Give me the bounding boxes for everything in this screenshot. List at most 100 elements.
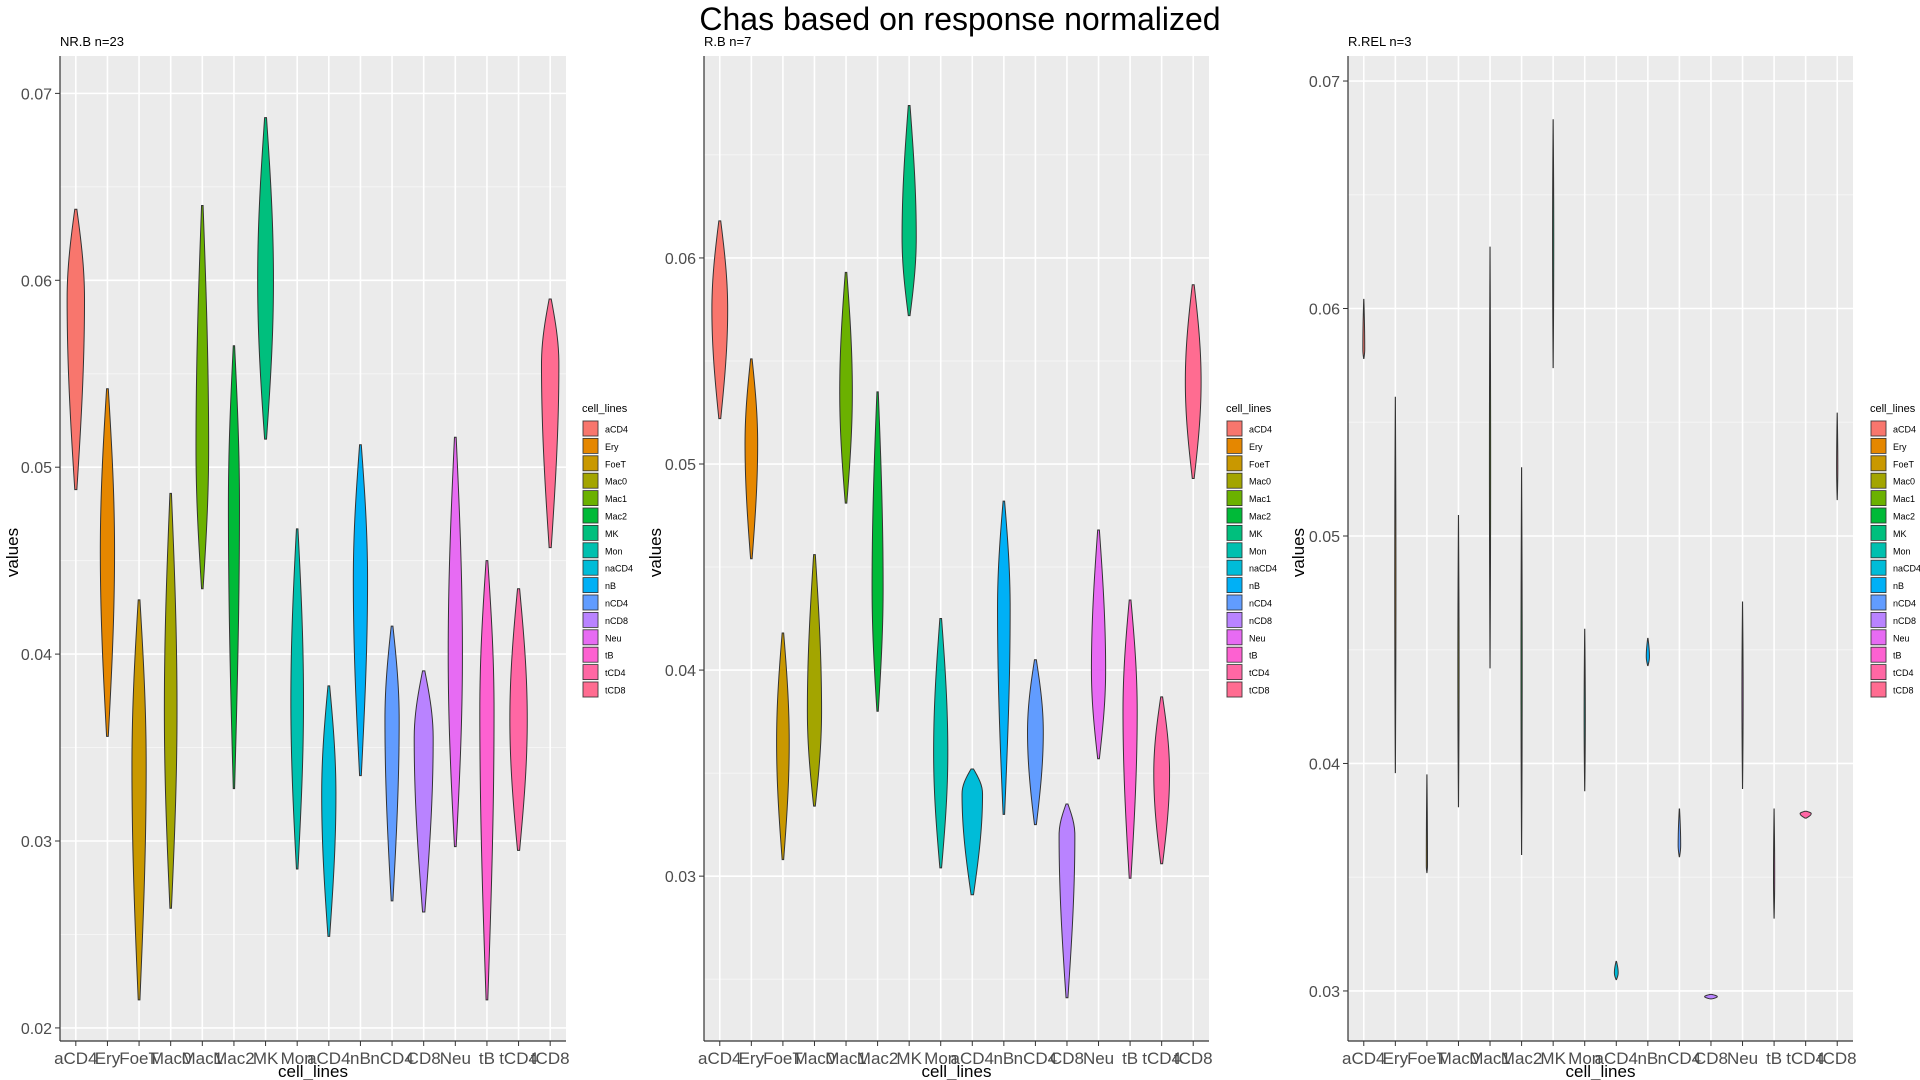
legend-swatch-FoeT [1870,455,1887,472]
chart-title: Chas based on response normalized [699,1,1221,37]
x-tick-label: FoeT [119,1049,159,1068]
violin-Ery [99,388,116,737]
legend-label: Mon [1893,546,1911,556]
legend-swatch-Mac2 [1226,507,1243,524]
legend-swatch-Neu [582,629,599,646]
y-tick-label: 0.05 [21,460,52,477]
x-tick-label: tCD4 [499,1049,538,1068]
legend-swatch-MK [582,525,599,541]
legend-swatch-naCD4 [582,559,599,576]
violin-tB [479,560,495,1001]
legend-label: Neu [1249,633,1266,643]
violin-tCD4 [1153,696,1171,865]
violin-tCD8 [1836,412,1839,501]
legend-label: tB [1893,651,1902,661]
legend-label: FoeT [1249,459,1271,469]
violin-Ery [1394,396,1397,774]
legend-label: Ery [1893,442,1907,452]
legend-label: Mac1 [605,494,627,504]
x-tick-label: tCD4 [1142,1049,1181,1068]
legend-swatch-naCD4 [1870,559,1887,576]
violin-Mac0 [163,492,178,909]
legend-label: Mac0 [1249,477,1271,487]
legend-swatch-tCD4 [582,664,599,680]
violin-MK [257,117,274,440]
x-tick-label: MK [1540,1049,1566,1068]
violin-nCD4 [1027,659,1044,826]
legend-label: tCD4 [605,668,626,678]
violin-FoeT [776,632,790,861]
legend-label: tB [1249,651,1258,661]
legend-swatch-nB [1226,577,1243,593]
violin-Mac2 [227,345,240,790]
x-tick-label: CD8 [407,1049,441,1068]
x-tick-label: CD8 [1694,1049,1728,1068]
violin-Mon [933,618,949,869]
legend-title: cell_lines [1226,403,1272,415]
panel-title: R.B n=7 [704,34,751,49]
x-tick-label: aCD4 [307,1049,350,1068]
violin-Neu [447,436,463,848]
violin-FoeT [131,599,147,1001]
legend-label: Mac0 [605,477,627,487]
y-tick-label: 0.03 [1309,984,1340,1001]
legend-swatch-Ery [1226,437,1243,454]
x-tick-label: tCD8 [531,1049,570,1068]
x-tick-label: Mac0 [1438,1049,1480,1068]
violin-tCD8 [540,298,560,549]
x-tick-label: Mac2 [1501,1049,1543,1068]
violin-nB [997,500,1011,815]
legend-label: Neu [605,633,622,643]
violin-Mac1 [839,271,853,504]
x-tick-label: MK [253,1049,279,1068]
legend-swatch-nB [582,577,599,593]
x-tick-label: nCD4 [1014,1049,1057,1068]
legend-swatch-nCD4 [1226,594,1243,611]
x-tick-label: Mon [924,1049,957,1068]
legend-swatch-aCD4 [582,420,599,437]
y-tick-label: 0.05 [1309,529,1340,546]
x-tick-label: Neu [440,1049,471,1068]
x-tick-label: aCD4 [698,1049,741,1068]
violin-nCD8 [1058,803,1076,999]
x-tick-label: Mac0 [150,1049,192,1068]
legend: cell_lines aCD4 Ery FoeT Mac0 Mac1 Mac2 MK Mon na… [1226,403,1277,698]
y-tick-label: 0.05 [665,457,696,474]
legend-title: cell_lines [582,403,628,415]
x-tick-label: tB [1766,1049,1782,1068]
violin-tCD8 [1184,284,1202,479]
x-tick-label: nCD4 [1658,1049,1701,1068]
legend-label: Mac2 [1249,512,1271,522]
x-axis-title: cell_lines [278,1062,348,1080]
legend-swatch-Mon [1870,542,1887,559]
x-tick-label: Mon [1568,1049,1601,1068]
legend-swatch-nCD8 [1226,612,1243,628]
x-tick-label: tCD8 [1174,1049,1213,1068]
violin-Mon [1583,628,1586,792]
violin-aCD4 [1362,298,1366,360]
legend-swatch-nB [1870,577,1887,593]
y-axis-title: values [3,528,22,577]
x-tick-label: nB [1637,1049,1658,1068]
panel-title: NR.B n=23 [60,34,124,49]
legend-swatch-Mac1 [582,490,599,507]
x-tick-label: CD8 [1050,1049,1084,1068]
violin-Mac1 [195,205,210,590]
y-tick-label: 0.04 [21,647,52,664]
y-axis-title: values [646,528,665,577]
violin-Mac1 [1488,246,1492,669]
legend-label: FoeT [1893,459,1915,469]
legend-label: tCD4 [1893,668,1914,678]
x-tick-label: tCD8 [1818,1049,1857,1068]
x-axis-title: cell_lines [1566,1062,1636,1080]
x-tick-label: Mac1 [825,1049,867,1068]
legend-swatch-aCD4 [1870,420,1887,437]
y-axis-title: values [1289,528,1308,577]
x-tick-label: tB [1122,1049,1138,1068]
violin-Mon [290,528,305,870]
legend-label: Mon [605,546,623,556]
legend-label: Neu [1893,633,1910,643]
legend-label: nB [1893,581,1904,591]
legend-label: Ery [605,442,619,452]
